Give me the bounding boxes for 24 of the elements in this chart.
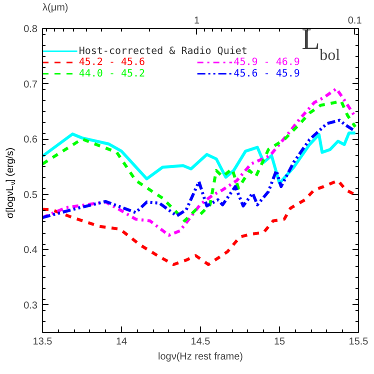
y-tick-label: 0.4 bbox=[24, 245, 38, 256]
x-tick-label: 15.5 bbox=[348, 336, 369, 348]
y-tick-label: 0.7 bbox=[24, 79, 38, 90]
x-axis-title: logν(Hz rest frame) bbox=[158, 352, 244, 362]
x2-tick-label: 0.1 bbox=[348, 16, 362, 26]
x2-tick-label: 1 bbox=[194, 16, 200, 26]
line-series bbox=[42, 99, 357, 222]
legend-label: Host-corrected & Radio Quiet bbox=[78, 46, 248, 57]
line-series bbox=[42, 179, 357, 266]
x-tick-label: 15 bbox=[274, 336, 286, 348]
line-series bbox=[42, 87, 357, 237]
y-tick-label: 0.8 bbox=[24, 24, 38, 35]
x2-axis-title: λ(μm) bbox=[42, 2, 68, 14]
legend-label: 45.9 - 46.9 bbox=[234, 57, 300, 68]
y-tick-label: 0.3 bbox=[24, 300, 38, 312]
legend-label: 44.0 - 45.2 bbox=[78, 68, 146, 80]
x-tick-label: 14 bbox=[116, 336, 128, 348]
x-tick-label: 13.5 bbox=[32, 336, 53, 348]
line-series bbox=[42, 131, 357, 185]
y-tick-label: 0.6 bbox=[24, 134, 38, 146]
legend-label: 45.2 - 45.6 bbox=[78, 57, 146, 68]
y-tick-label: 0.5 bbox=[24, 190, 38, 201]
legend-label: 45.6 - 45.9 bbox=[234, 68, 300, 80]
x-tick-label: 14.5 bbox=[190, 336, 211, 348]
